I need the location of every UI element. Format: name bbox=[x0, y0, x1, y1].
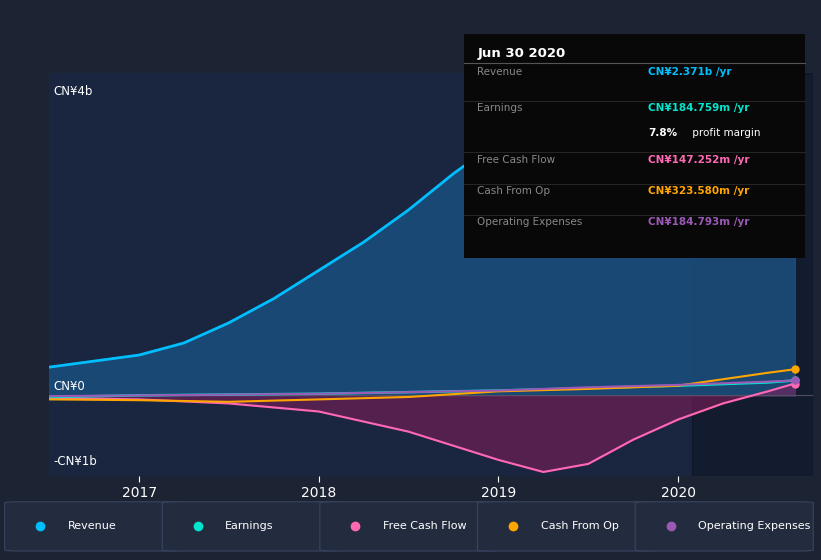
Text: Revenue: Revenue bbox=[67, 521, 117, 531]
Text: Earnings: Earnings bbox=[478, 103, 523, 113]
Text: Cash From Op: Cash From Op bbox=[540, 521, 618, 531]
FancyBboxPatch shape bbox=[5, 502, 183, 551]
Text: Operating Expenses: Operating Expenses bbox=[478, 217, 583, 227]
Text: Free Cash Flow: Free Cash Flow bbox=[478, 155, 556, 165]
Text: Operating Expenses: Operating Expenses bbox=[698, 521, 810, 531]
Text: -CN¥1b: -CN¥1b bbox=[53, 455, 97, 468]
Text: Revenue: Revenue bbox=[478, 67, 523, 77]
Text: CN¥0: CN¥0 bbox=[53, 380, 85, 393]
FancyBboxPatch shape bbox=[320, 502, 498, 551]
FancyBboxPatch shape bbox=[635, 502, 814, 551]
Text: profit margin: profit margin bbox=[689, 128, 760, 138]
Text: CN¥323.580m /yr: CN¥323.580m /yr bbox=[648, 186, 749, 196]
Text: Free Cash Flow: Free Cash Flow bbox=[383, 521, 466, 531]
FancyBboxPatch shape bbox=[163, 502, 341, 551]
Text: Jun 30 2020: Jun 30 2020 bbox=[478, 47, 566, 60]
Text: CN¥147.252m /yr: CN¥147.252m /yr bbox=[648, 155, 750, 165]
Text: CN¥184.759m /yr: CN¥184.759m /yr bbox=[648, 103, 750, 113]
Text: Earnings: Earnings bbox=[225, 521, 273, 531]
Text: CN¥184.793m /yr: CN¥184.793m /yr bbox=[648, 217, 750, 227]
Bar bbox=[692, 73, 813, 476]
Text: CN¥4b: CN¥4b bbox=[53, 85, 93, 98]
Text: 7.8%: 7.8% bbox=[648, 128, 677, 138]
FancyBboxPatch shape bbox=[478, 502, 656, 551]
Text: Cash From Op: Cash From Op bbox=[478, 186, 551, 196]
Text: CN¥2.371b /yr: CN¥2.371b /yr bbox=[648, 67, 732, 77]
